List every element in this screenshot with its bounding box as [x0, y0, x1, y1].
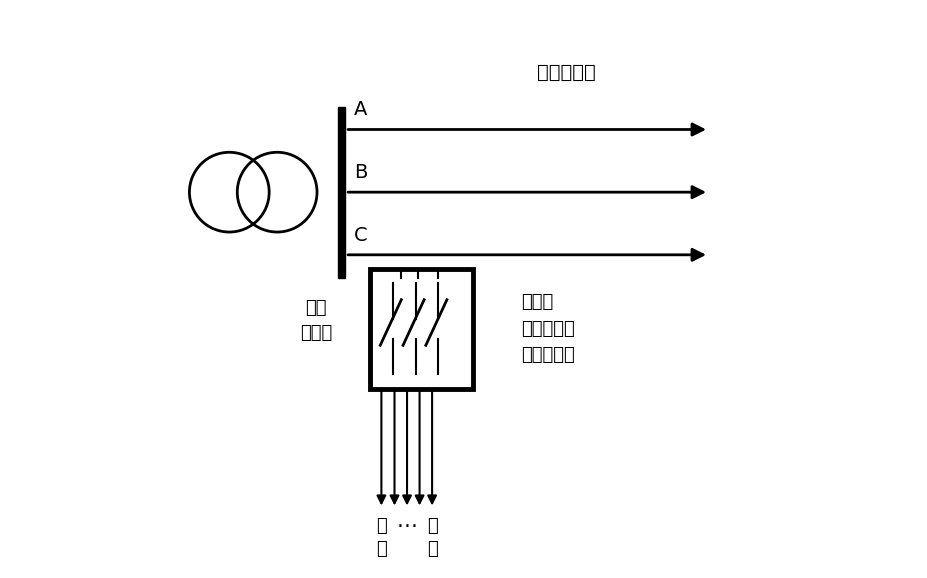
Text: 负
荷: 负 荷	[426, 517, 437, 558]
Bar	[370, 269, 472, 388]
Text: 负
荷: 负 荷	[375, 517, 387, 558]
Text: A: A	[353, 100, 367, 119]
Text: B: B	[353, 163, 367, 182]
Text: 智能型
低压负荷在
线调相装置: 智能型 低压负荷在 线调相装置	[520, 294, 574, 364]
Bar	[337, 107, 345, 277]
Text: 三相
分支线: 三相 分支线	[299, 299, 332, 342]
Text: C: C	[353, 225, 367, 244]
Text: …: …	[396, 511, 417, 531]
Text: 三相主干线: 三相主干线	[537, 63, 595, 82]
